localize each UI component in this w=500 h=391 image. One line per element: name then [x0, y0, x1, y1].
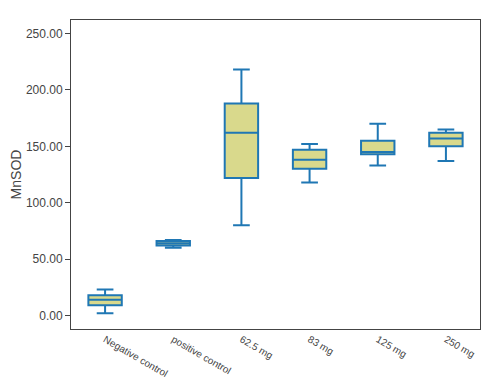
svg-text:positive control: positive control — [170, 334, 233, 377]
svg-text:150.00: 150.00 — [26, 140, 63, 154]
svg-text:83 mg: 83 mg — [306, 334, 336, 357]
svg-text:125 mg: 125 mg — [374, 334, 408, 360]
svg-text:100.00: 100.00 — [26, 196, 63, 210]
svg-text:250 mg: 250 mg — [442, 334, 476, 360]
svg-text:200.00: 200.00 — [26, 83, 63, 97]
svg-text:Negative control: Negative control — [102, 334, 170, 380]
svg-text:250.00: 250.00 — [26, 27, 63, 41]
svg-text:62.5 mg: 62.5 mg — [238, 334, 275, 362]
svg-text:MnSOD: MnSOD — [8, 150, 24, 200]
svg-text:0.00: 0.00 — [39, 309, 63, 323]
svg-text:50.00: 50.00 — [33, 252, 63, 266]
